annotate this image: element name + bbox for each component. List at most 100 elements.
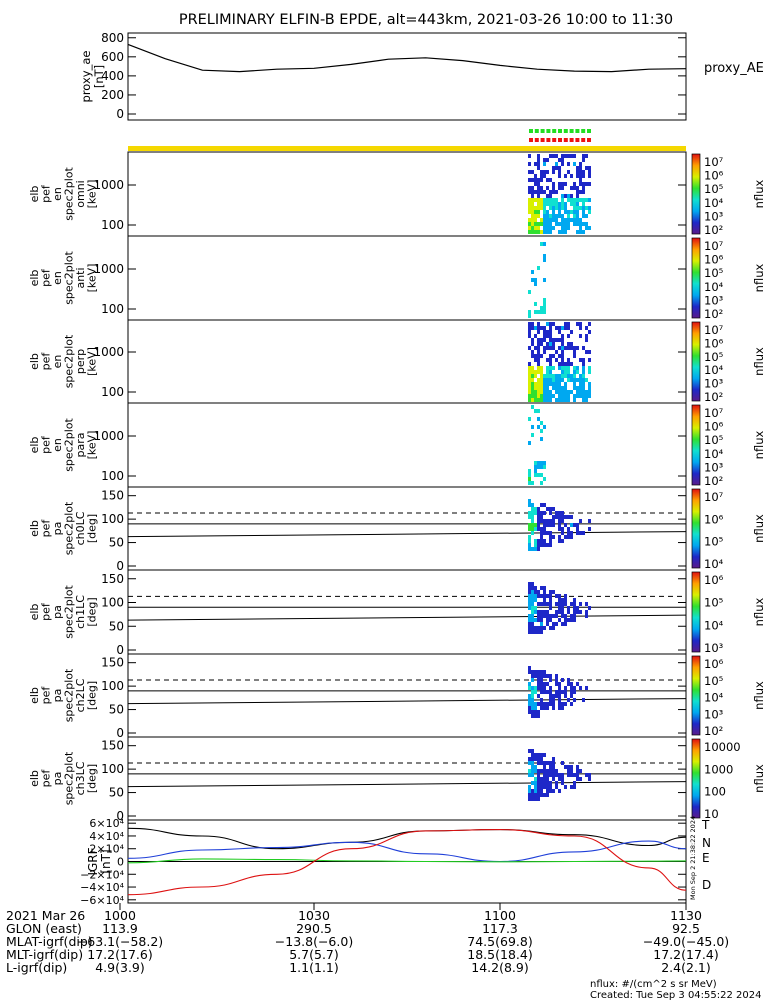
spectrogram-cell: [552, 322, 555, 326]
spectrogram-cell: [561, 226, 564, 230]
spectrogram-cell: [567, 769, 570, 773]
spectrogram-cell: [537, 773, 540, 777]
footer-value: 1100: [484, 908, 516, 923]
y-axis-label-line: en: [51, 438, 64, 452]
spectrogram-cell: [528, 666, 531, 670]
spectrogram-cell: [570, 769, 573, 773]
spectrogram-cell: [567, 374, 570, 378]
spectrogram-cell: [582, 374, 585, 378]
spectrogram-cell: [570, 218, 573, 222]
spectrogram-cell: [537, 769, 540, 773]
spectrogram-cell: [537, 378, 540, 382]
spectrogram-cell: [537, 793, 540, 797]
spectrogram-cell: [576, 378, 579, 382]
spectrogram-cell: [558, 386, 561, 390]
spectrogram-cell: [561, 614, 564, 618]
spectrogram-cell: [588, 330, 591, 334]
spectrogram-cell: [543, 242, 546, 246]
spectrogram-cell: [537, 515, 540, 519]
spectrogram-cell: [579, 531, 582, 535]
spectrogram-cell: [528, 793, 531, 797]
colorbar-tick-label: 10⁶: [704, 512, 724, 526]
spectrogram-cell: [582, 214, 585, 218]
spectrogram-cell: [567, 618, 570, 622]
marker-red: [534, 138, 539, 142]
spectrogram-cell: [540, 614, 543, 618]
spectrogram-cell: [573, 222, 576, 226]
spectrogram-cell: [549, 594, 552, 598]
spectrogram-cell: [579, 170, 582, 174]
spectrogram-cell: [534, 218, 537, 222]
spectrogram-cell: [561, 374, 564, 378]
spectrogram-cell: [588, 382, 591, 386]
spectrogram-cell: [534, 473, 537, 477]
spectrogram-cell: [567, 154, 570, 158]
panel-frame: [127, 32, 687, 121]
spectrogram-cell: [549, 198, 552, 202]
spectrogram-cell: [567, 226, 570, 230]
spectrogram-cell: [528, 590, 531, 594]
spectrogram-cell: [570, 342, 573, 346]
spectrogram-cell: [558, 338, 561, 342]
spectrogram-cell: [561, 366, 564, 370]
spectrogram-cell: [561, 206, 564, 210]
spectrogram-cell: [549, 769, 552, 773]
spectrogram-cell: [558, 606, 561, 610]
y-axis-label-line: [keV]: [86, 347, 99, 376]
spectrogram-cell: [537, 674, 540, 678]
spectrogram-cell: [531, 425, 534, 429]
spectrogram-cell: [555, 678, 558, 682]
marker-red: [569, 138, 574, 142]
footer-value: 1000: [104, 908, 136, 923]
spectrogram-cell: [534, 182, 537, 186]
spectrogram-cell: [570, 202, 573, 206]
spectrogram-cell: [558, 706, 561, 710]
marker-green: [552, 129, 557, 133]
spectrogram-cell: [561, 781, 564, 785]
spectrogram-cell: [528, 614, 531, 618]
spectrogram-cell: [528, 547, 531, 551]
spectrogram-cell: [558, 511, 561, 515]
units-note: nflux: #/(cm^2 s sr MeV): [590, 979, 717, 990]
panel-frame: [127, 402, 687, 488]
spectrogram-cell: [549, 330, 552, 334]
spectrogram-cell: [528, 198, 531, 202]
spectrogram-cell: [543, 777, 546, 781]
spectrogram-cell: [531, 354, 534, 358]
spectrogram-cell: [534, 702, 537, 706]
spectrogram-cell: [543, 531, 546, 535]
spectrogram-cell: [558, 789, 561, 793]
spectrogram-cell: [555, 622, 558, 626]
spectrogram-cell: [570, 186, 573, 190]
spectrogram-cell: [579, 182, 582, 186]
spectrogram-cell: [549, 686, 552, 690]
spectrogram-cell: [534, 409, 537, 413]
spectrogram-cell: [567, 531, 570, 535]
spectrogram-cell: [540, 242, 543, 246]
spectrogram-cell: [531, 606, 534, 610]
spectrogram-cell: [549, 398, 552, 402]
spectrogram-cell: [582, 222, 585, 226]
spectrogram-cell: [537, 382, 540, 386]
spectrogram-cell: [585, 773, 588, 777]
spectrogram-cell: [540, 515, 543, 519]
marker-red: [587, 138, 591, 142]
spectrogram-cell: [546, 210, 549, 214]
spectrogram-cell: [573, 162, 576, 166]
spectrogram-cell: [540, 531, 543, 535]
spectrogram-cell: [528, 761, 531, 765]
spectrogram-cell: [555, 358, 558, 362]
spectrogram-cell: [546, 202, 549, 206]
spectrogram-cell: [564, 230, 567, 234]
spectrogram-cell: [576, 222, 579, 226]
spectrogram-cell: [531, 338, 534, 342]
spectrogram-cell: [531, 698, 534, 702]
spectrogram-cell: [561, 334, 564, 338]
spectrogram-cell: [537, 714, 540, 718]
colorbar-label: nflux: [752, 764, 766, 793]
spectrogram-cell: [546, 394, 549, 398]
spectrogram-cell: [549, 590, 552, 594]
spectrogram-cell: [546, 519, 549, 523]
spectrogram-cell: [579, 198, 582, 202]
spectrogram-cell: [537, 523, 540, 527]
